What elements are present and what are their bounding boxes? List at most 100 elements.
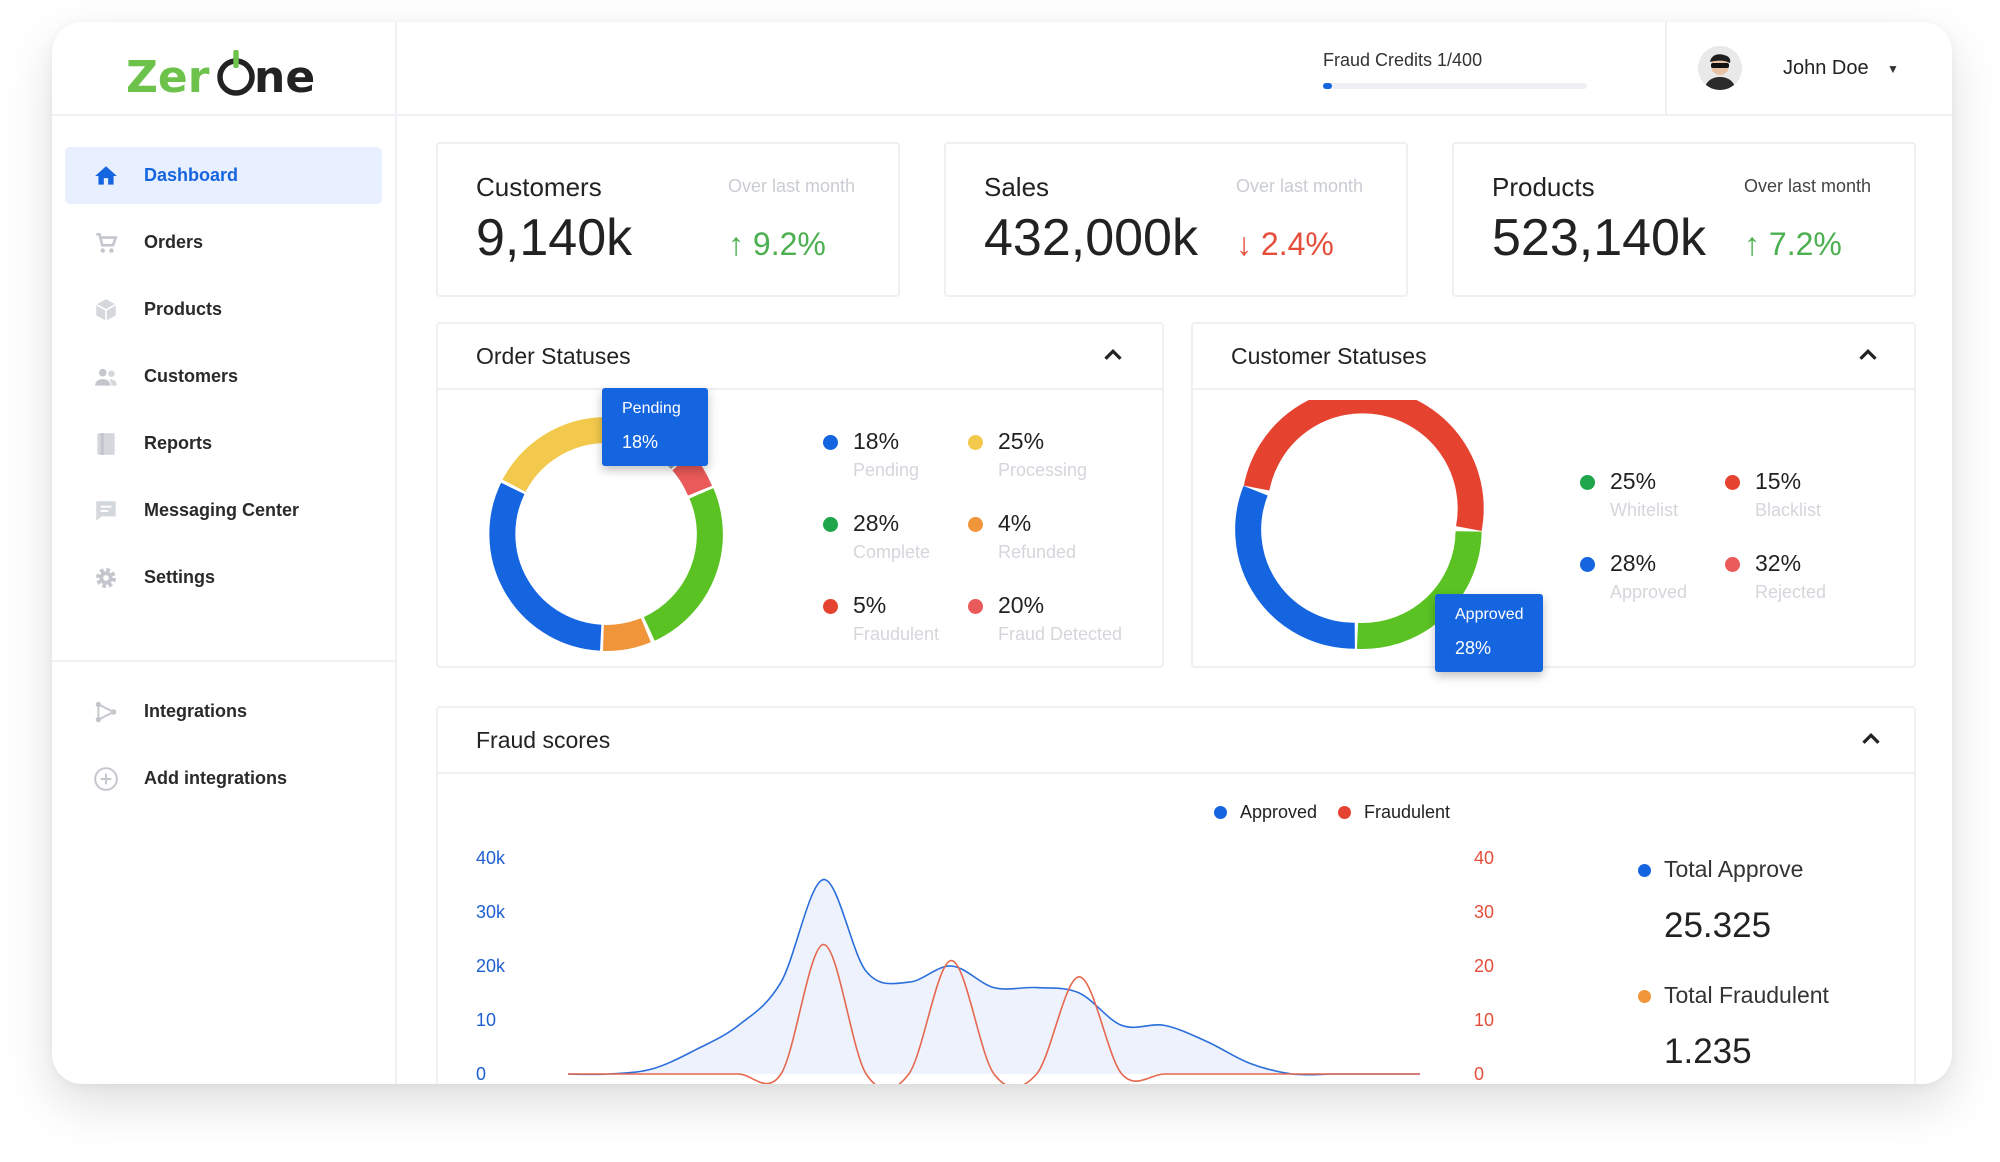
stat-change: ↑ 7.2%	[1744, 226, 1842, 263]
legend-dot	[1338, 806, 1351, 819]
tooltip-value: 18%	[622, 432, 659, 452]
stat-title: Customers	[476, 172, 602, 202]
tooltip-label: Pending	[622, 400, 681, 417]
legend-name: Approved	[1610, 582, 1688, 602]
chevron-up-icon[interactable]	[1098, 340, 1128, 370]
stat-title: Sales	[984, 172, 1050, 202]
legend-name: Fraudulent	[853, 624, 940, 644]
stat-subtitle: Over last month	[1744, 176, 1872, 196]
tooltip-label: Approved	[1455, 606, 1524, 623]
legend-dot	[1580, 557, 1595, 572]
donut-segment-processing-2[interactable]	[502, 417, 604, 493]
sidebar-item-label: Add integrations	[144, 768, 287, 788]
avatar[interactable]	[1698, 46, 1742, 90]
legend-dot	[823, 435, 838, 450]
sidebar: Zer ne Dashboard Orders Products Custome…	[52, 22, 397, 1084]
y-right-tick: 20	[1474, 956, 1495, 976]
fraud-credits-progress-fill	[1323, 83, 1333, 89]
series-approved-area	[568, 879, 1420, 1075]
brand-logo[interactable]: Zer ne	[126, 44, 326, 106]
customer-statuses-panel: Customer Statuses Approved 28% 25% White…	[1191, 322, 1916, 672]
stat-card-sales: Sales Over last month 432,000k ↓ 2.4%	[944, 142, 1408, 297]
donut-segment-fraud-detected[interactable]	[672, 453, 713, 496]
cart-icon	[96, 233, 118, 253]
tooltip-value: 28%	[1455, 638, 1492, 658]
legend-name: Fraudulent	[1364, 802, 1451, 822]
arrow-down-icon: ↓	[1236, 226, 1252, 262]
gear-icon	[95, 567, 117, 589]
svg-text:ne: ne	[254, 52, 315, 103]
donut-segment-blacklist[interactable]	[1243, 400, 1484, 532]
sidebar-item-customers[interactable]: Customers	[65, 348, 382, 405]
legend-dot	[968, 435, 983, 450]
legend-percent: 32%	[1755, 550, 1802, 576]
fraud-scores-panel: Fraud scores Approved Fraudulent 40k 30k…	[436, 706, 1916, 1084]
legend-name: Whitelist	[1610, 500, 1679, 520]
sidebar-item-dashboard[interactable]: Dashboard	[65, 147, 382, 204]
donut-segment-pending[interactable]	[489, 482, 602, 651]
sidebar-item-integrations[interactable]: Integrations	[65, 683, 382, 740]
panel-header: Fraud scores	[438, 708, 1914, 774]
chevron-up-icon[interactable]	[1856, 724, 1886, 754]
chevron-up-icon[interactable]	[1853, 340, 1883, 370]
sidebar-item-label: Products	[144, 299, 223, 319]
donut-segment-approved[interactable]	[1235, 485, 1356, 649]
legend-dot	[1725, 475, 1740, 490]
series-fraudulent-line	[568, 943, 1420, 1084]
sidebar-item-label: Reports	[144, 433, 213, 453]
legend-percent: 18%	[853, 428, 900, 454]
y-right-tick: 0	[1474, 1064, 1485, 1084]
sidebar-item-label: Orders	[144, 232, 204, 252]
stat-change-value: 2.4%	[1260, 226, 1334, 262]
series-approved-line	[567, 878, 1420, 1076]
y-right-tick: 40	[1474, 848, 1495, 868]
sidebar-item-label: Settings	[144, 567, 216, 587]
sidebar-item-orders[interactable]: Orders	[65, 214, 382, 271]
legend-dot	[968, 517, 983, 532]
legend-name: Approved	[1240, 802, 1318, 822]
legend-dot	[823, 517, 838, 532]
topbar-divider	[1665, 22, 1667, 114]
sidebar-item-reports[interactable]: Reports	[65, 415, 382, 472]
legend-name: Pending	[853, 460, 920, 480]
sidebar-item-label: Dashboard	[144, 165, 239, 185]
order-statuses-panel: Order Statuses Pending 18% 18% Pending	[436, 322, 1164, 668]
plus-circle-icon	[94, 767, 118, 791]
y-left-tick: 20k	[476, 956, 506, 976]
sidebar-item-add-integrations[interactable]: Add integrations	[65, 750, 382, 807]
legend-percent: 25%	[998, 428, 1045, 454]
user-name[interactable]: John Doe	[1783, 57, 1869, 79]
legend-dot	[1638, 864, 1651, 877]
avatar-image	[1698, 46, 1742, 90]
panel-title: Fraud scores	[476, 727, 611, 753]
legend-dot	[823, 599, 838, 614]
caret-down-icon[interactable]: ▼	[1887, 62, 1899, 76]
total-fraudulent-label: Total Fraudulent	[1664, 982, 1829, 1008]
stat-value: 523,140k	[1492, 209, 1706, 267]
donut-segment-refunded[interactable]	[603, 618, 651, 651]
sidebar-item-messaging-center[interactable]: Messaging Center	[65, 482, 382, 539]
legend-name: Refunded	[998, 542, 1077, 562]
total-approve-value: 25.325	[1664, 906, 1772, 945]
donut-segment-complete[interactable]	[643, 488, 723, 641]
legend-percent: 28%	[1610, 550, 1657, 576]
legend-dot	[1638, 990, 1651, 1003]
message-icon	[96, 501, 116, 521]
sidebar-item-settings[interactable]: Settings	[65, 549, 382, 606]
stat-subtitle: Over last month	[728, 176, 856, 196]
legend-percent: 15%	[1755, 468, 1802, 494]
sidebar-item-label: Integrations	[144, 701, 248, 721]
legend-percent: 20%	[998, 592, 1045, 618]
sidebar-item-products[interactable]: Products	[65, 281, 382, 338]
legend-dot	[1580, 475, 1595, 490]
users-icon	[95, 368, 117, 386]
home-icon	[95, 166, 117, 185]
customer-statuses-tooltip: Approved 28%	[1435, 594, 1543, 672]
integrations-icon	[95, 701, 117, 723]
report-icon	[97, 433, 115, 455]
stat-change-value: 9.2%	[752, 226, 826, 262]
legend-name: Rejected	[1755, 582, 1827, 602]
stat-value: 432,000k	[984, 209, 1198, 267]
legend-percent: 25%	[1610, 468, 1657, 494]
svg-text:Zer: Zer	[126, 52, 210, 103]
